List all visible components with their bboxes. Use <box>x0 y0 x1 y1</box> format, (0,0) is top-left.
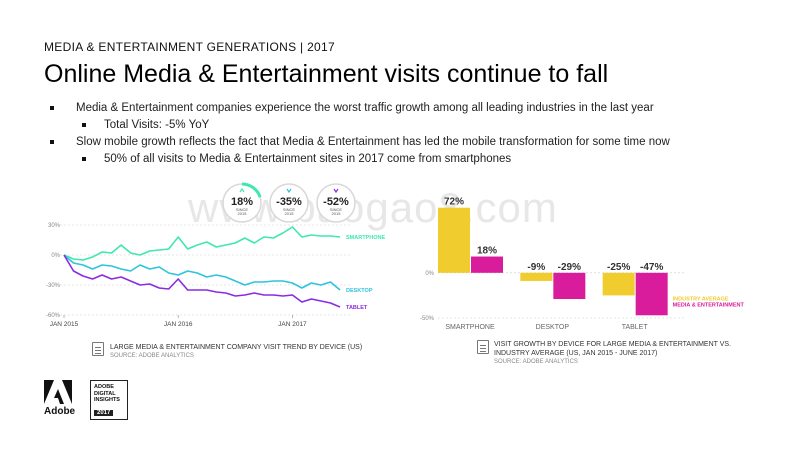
bar-data-label: -9% <box>527 262 545 273</box>
bullet-list: Media & Entertainment companies experien… <box>46 100 766 168</box>
bar-data-label: -47% <box>640 262 663 273</box>
bullet-subitem: 50% of all visits to Media & Entertainme… <box>46 151 766 168</box>
x-tick-label: JAN 2016 <box>164 321 193 328</box>
bar-chart-caption-line2: INDUSTRY AVERAGE (US, JAN 2015 - JUNE 20… <box>494 350 658 357</box>
summary-circle-year: 2015 <box>285 211 295 216</box>
down-arrow-icon <box>286 188 292 194</box>
bar-data-label: -29% <box>558 262 581 273</box>
line-chart-caption: LARGE MEDIA & ENTERTAINMENT COMPANY VISI… <box>110 343 362 361</box>
adobe-logo: Adobe <box>44 380 76 417</box>
x-category-label: DESKTOP <box>536 324 570 331</box>
summary-circle-value: -52% <box>323 196 349 208</box>
y-tick-label: 30% <box>48 223 61 229</box>
badge-line: ADOBE <box>94 384 114 390</box>
bar-data-label: 18% <box>477 246 497 257</box>
series-label-desktop: DESKTOP <box>346 288 373 294</box>
bar-tablet-0 <box>602 272 635 296</box>
y-tick-label: 0% <box>51 253 60 259</box>
device-growth-bar-chart: 0% -50% 72% 18% SMARTPHONE -9% -29% DESKTOP -25%… <box>420 197 745 331</box>
legend-entry: INDUSTRY AVERAGE <box>673 296 729 302</box>
summary-circle-progress <box>241 182 262 198</box>
y-tick-label: -30% <box>46 283 61 289</box>
badge-year: 2017 <box>94 409 114 416</box>
y-tick-label: -60% <box>46 313 61 319</box>
y-tick-label: 0% <box>425 271 434 277</box>
chart-doc-icon <box>92 342 104 356</box>
device-trend-line-chart: 30% 0% -30% -60% JAN 2015 JAN 2016 JAN 2017 SMA… <box>46 223 385 328</box>
summary-circle-label: SINCE <box>330 207 343 212</box>
badge-line: DIGITAL <box>94 390 116 397</box>
bullet-subitem: Total Visits: -5% YoY <box>46 117 766 134</box>
up-arrow-icon <box>239 187 245 193</box>
summary-circle-value: 18% <box>231 196 253 208</box>
bar-chart-source: SOURCE: ADOBE ANALYTICS <box>494 359 578 365</box>
bar-smartphone-0 <box>438 207 470 273</box>
series-line-desktop <box>63 254 341 291</box>
page-title: Online Media & Entertainment visits cont… <box>44 60 609 88</box>
bullet-item: Media & Entertainment companies experien… <box>46 100 766 117</box>
summary-circle-year: 2015 <box>332 211 342 216</box>
chart-doc-icon <box>477 340 489 354</box>
legend-entry: MEDIA & ENTERTAINMENT <box>673 302 745 308</box>
x-tick-label: JAN 2017 <box>278 321 307 328</box>
summary-circle <box>269 183 309 223</box>
down-arrow-icon <box>333 188 339 194</box>
line-chart-source: SOURCE: ADOBE ANALYTICS <box>110 353 194 359</box>
bar-data-label: -25% <box>607 262 630 273</box>
bar-desktop-0 <box>520 272 553 281</box>
x-category-label: SMARTPHONE <box>445 324 495 331</box>
series-line-smartphone <box>63 226 341 261</box>
digital-insights-badge: ADOBE DIGITAL INSIGHTS 2017 <box>90 380 128 420</box>
adobe-logo-icon <box>44 380 72 404</box>
series-label-smartphone: SMARTPHONE <box>346 235 385 241</box>
bar-chart-caption-line1: VISIT GROWTH BY DEVICE FOR LARGE MEDIA &… <box>494 341 732 348</box>
x-category-label: TABLET <box>622 324 649 331</box>
summary-circle-label: SINCE <box>236 207 249 212</box>
series-line-tablet <box>63 254 341 308</box>
y-tick-label: -50% <box>420 316 435 322</box>
adobe-wordmark: Adobe <box>44 406 76 417</box>
bar-desktop-1 <box>553 272 586 300</box>
bar-tablet-1 <box>635 272 668 316</box>
section-kicker: MEDIA & ENTERTAINMENT GENERATIONS | 2017 <box>44 40 335 54</box>
summary-circle-year: 2015 <box>238 211 248 216</box>
summary-circle <box>316 183 356 223</box>
series-label-tablet: TABLET <box>346 305 368 311</box>
bar-chart-caption: VISIT GROWTH BY DEVICE FOR LARGE MEDIA &… <box>494 340 731 367</box>
line-chart-caption-text: LARGE MEDIA & ENTERTAINMENT COMPANY VISI… <box>110 344 363 351</box>
bullet-item: Slow mobile growth reflects the fact tha… <box>46 134 766 151</box>
x-tick-label: JAN 2015 <box>50 321 79 328</box>
bar-data-label: 72% <box>444 197 464 208</box>
summary-circle-value: -35% <box>276 196 302 208</box>
summary-circle-label: SINCE <box>283 207 296 212</box>
bar-smartphone-1 <box>471 256 503 273</box>
badge-line: INSIGHTS <box>94 397 120 403</box>
